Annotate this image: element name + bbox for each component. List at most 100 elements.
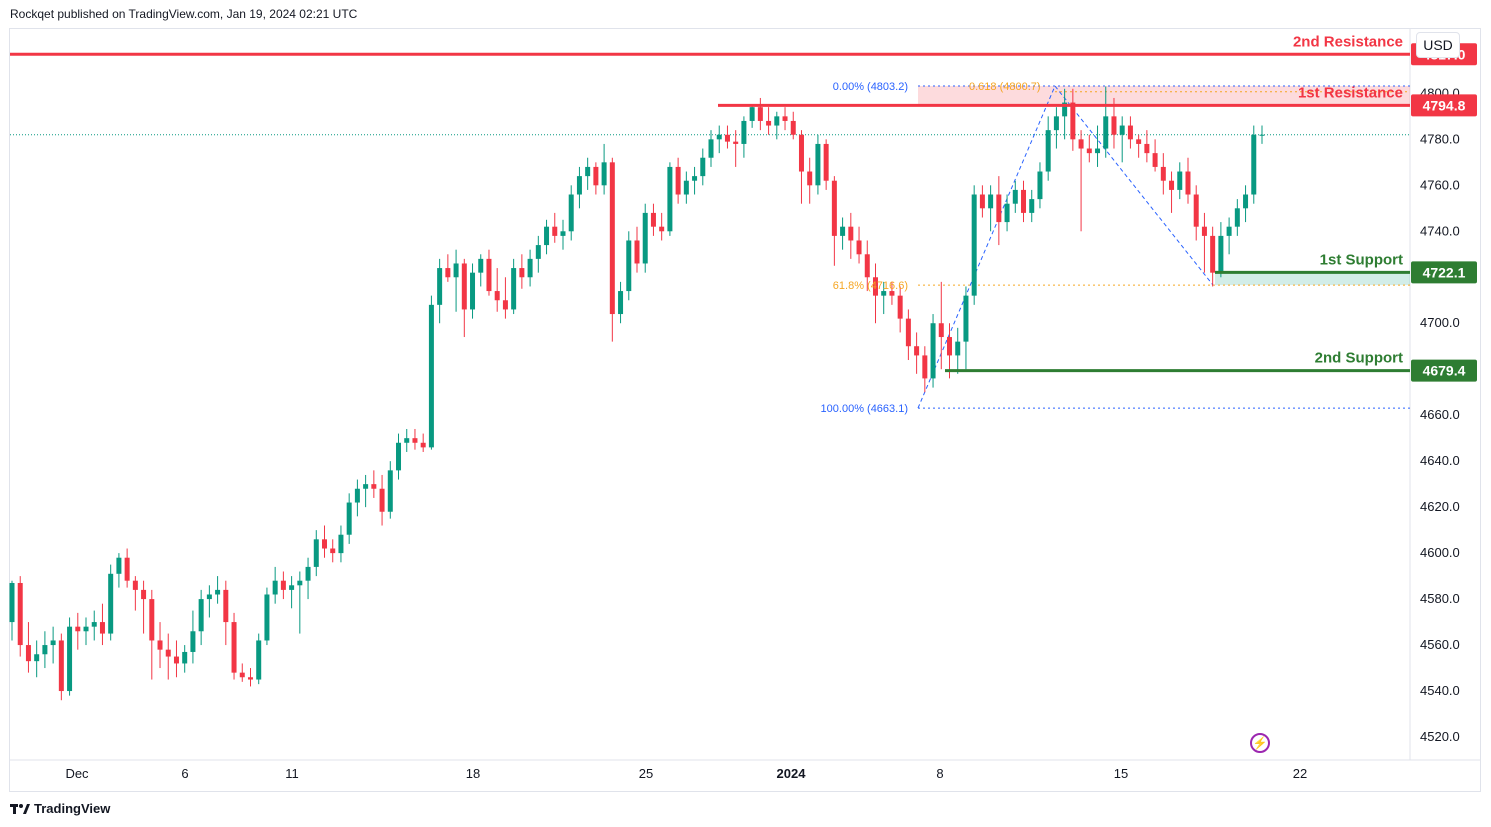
candle-body: [963, 295, 969, 342]
candle-body: [34, 654, 40, 662]
candle-body: [716, 134, 722, 140]
candle-body: [420, 442, 426, 448]
candle-body: [905, 318, 911, 347]
candle-body: [922, 355, 928, 379]
candle-body: [1160, 166, 1166, 181]
candle-body: [749, 107, 755, 121]
candle-body: [708, 139, 714, 158]
publish-header: Rockqet published on TradingView.com, Ja…: [10, 7, 358, 21]
level-price-label: 4722.1: [1423, 264, 1466, 280]
candle-body: [9, 582, 15, 623]
candle-body: [428, 304, 434, 448]
candle-body: [1086, 148, 1092, 154]
candle-body: [1177, 171, 1183, 190]
candle-body: [173, 656, 179, 664]
candle-body: [601, 162, 607, 186]
candle-body: [1078, 139, 1084, 149]
candle-body: [1218, 235, 1224, 273]
candle-body: [864, 254, 870, 278]
candle-body: [354, 488, 360, 503]
candle-body: [511, 268, 517, 310]
candle-body: [692, 176, 698, 181]
candle-body: [371, 484, 377, 489]
y-tick-label: 4600.0: [1420, 545, 1460, 560]
candle-body: [593, 166, 599, 186]
y-tick-label: 4620.0: [1420, 499, 1460, 514]
y-tick-label: 4560.0: [1420, 637, 1460, 652]
fib-label: 61.8% (4716.6): [833, 280, 908, 292]
candle-body: [979, 194, 985, 209]
candle-body: [330, 548, 336, 554]
candle-body: [83, 626, 89, 632]
candle-body: [798, 134, 804, 172]
lightning-icon[interactable]: ⚡: [1250, 733, 1270, 753]
candle-body: [971, 194, 977, 296]
candle-body: [1095, 148, 1101, 154]
candle-body: [239, 672, 245, 678]
candle-body: [215, 589, 221, 595]
candle-body: [461, 263, 467, 310]
candle-body: [470, 272, 476, 310]
candle-body: [733, 141, 739, 144]
candle-body: [1062, 102, 1068, 117]
candle-body: [58, 640, 64, 692]
x-tick-label: 8: [936, 766, 943, 781]
candle-body: [149, 599, 155, 641]
candle-body: [1226, 226, 1232, 236]
candle-body: [675, 166, 681, 195]
candle-body: [815, 143, 821, 186]
candle-body: [494, 291, 500, 301]
candle-body: [889, 291, 895, 296]
candle-body: [91, 622, 97, 627]
candle-body: [445, 268, 451, 278]
footer-brand[interactable]: TradingView: [10, 801, 110, 816]
candle-body: [1152, 153, 1158, 167]
candle-body: [272, 580, 278, 595]
candle-body: [478, 258, 484, 273]
candle-body: [585, 166, 591, 177]
candle-body: [568, 194, 574, 232]
x-tick-label: Dec: [65, 766, 89, 781]
candle-body: [1193, 194, 1199, 227]
candle-body: [1136, 139, 1142, 144]
candle-body: [182, 651, 188, 664]
candle-body: [313, 539, 319, 567]
candle-body: [1012, 189, 1018, 204]
candle-body: [363, 484, 369, 489]
chart-frame[interactable]: [9, 28, 1481, 792]
candle-body: [683, 180, 689, 195]
candle-body: [297, 580, 303, 586]
candle-body: [544, 226, 550, 246]
candle-body: [223, 589, 229, 623]
y-tick-label: 4760.0: [1420, 177, 1460, 192]
candle-body: [576, 176, 582, 195]
candle-body: [790, 120, 796, 135]
candle-body: [642, 212, 648, 264]
level-name: 2nd Resistance: [1293, 33, 1403, 50]
candle-body: [700, 157, 706, 177]
candle-body: [1234, 208, 1240, 227]
currency-selector[interactable]: USD: [1416, 32, 1460, 58]
candle-body: [741, 120, 747, 144]
candle-body: [198, 599, 204, 632]
candle-body: [560, 231, 566, 236]
y-tick-label: 4640.0: [1420, 453, 1460, 468]
candle-body: [1119, 125, 1125, 135]
candle-body: [1201, 226, 1207, 236]
candle-body: [305, 566, 311, 581]
candle-body: [1111, 116, 1117, 135]
candle-body: [206, 594, 212, 600]
candle-body: [132, 580, 138, 590]
candle-body: [766, 120, 772, 126]
candle-body: [996, 194, 1002, 223]
candle-body: [453, 263, 459, 278]
candle-body: [947, 337, 952, 356]
candle-body: [1144, 143, 1150, 154]
candle-body: [1251, 134, 1257, 195]
candle-body: [1169, 180, 1175, 190]
y-tick-label: 4520.0: [1420, 729, 1460, 744]
candle-body: [609, 162, 615, 315]
candle-body: [437, 268, 443, 305]
candle-body: [75, 626, 81, 632]
